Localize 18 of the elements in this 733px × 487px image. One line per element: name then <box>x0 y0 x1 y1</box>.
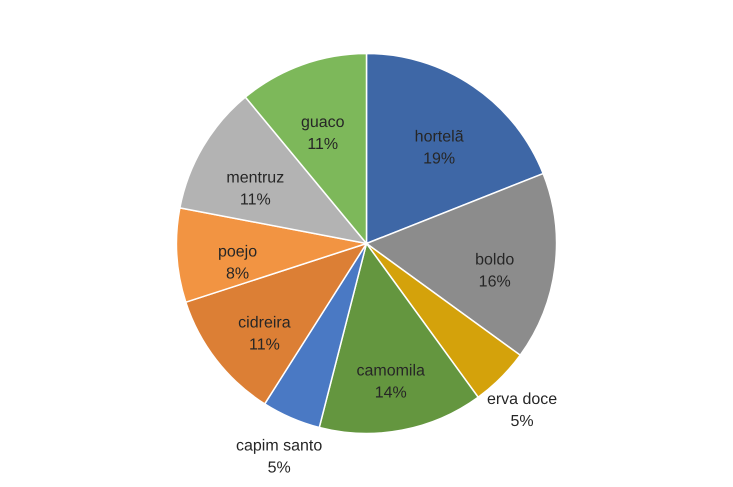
slice-label: hortelã <box>414 128 464 146</box>
slice-label: mentruz <box>226 170 284 187</box>
data-label: 8% <box>226 266 250 283</box>
slice-label: camomila <box>356 362 426 380</box>
slice-label: poejo <box>218 244 258 261</box>
data-label: 11% <box>307 136 338 153</box>
data-label: 16% <box>478 274 511 291</box>
data-label: 14% <box>374 384 407 402</box>
slice-label: cidreira <box>238 314 291 332</box>
data-label: 5% <box>510 413 534 430</box>
slice-label: boldo <box>475 252 514 269</box>
slice-label: capim santo <box>236 437 322 454</box>
data-label: 19% <box>423 150 456 168</box>
slice-label: guaco <box>300 114 345 131</box>
data-label: 11% <box>240 192 271 209</box>
data-label: 11% <box>248 336 280 354</box>
data-label: 5% <box>268 459 291 476</box>
slice-label: erva doce <box>486 391 558 408</box>
